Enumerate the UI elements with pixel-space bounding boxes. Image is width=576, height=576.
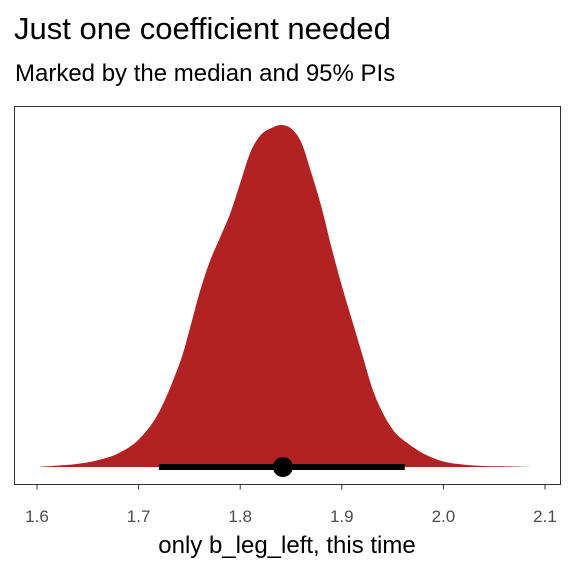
plot-panel-border [14,106,561,485]
x-tick-label: 2.0 [432,507,456,526]
x-axis-label: only b_leg_left, this time [158,532,415,559]
x-tick-label: 1.9 [330,507,354,526]
posterior-density-area [40,125,532,467]
x-tick-label: 1.6 [25,507,49,526]
x-tick-label: 1.8 [228,507,252,526]
chart-subtitle: Marked by the median and 95% PIs [15,60,396,87]
x-tick-label: 1.7 [127,507,151,526]
x-tick-label: 2.1 [533,507,557,526]
median-point [272,457,293,477]
plot-area [40,125,532,477]
x-axis: 1.6 1.7 1.8 1.9 2.0 2.1 [25,484,557,526]
chart-title: Just one coefficient needed [14,11,391,46]
